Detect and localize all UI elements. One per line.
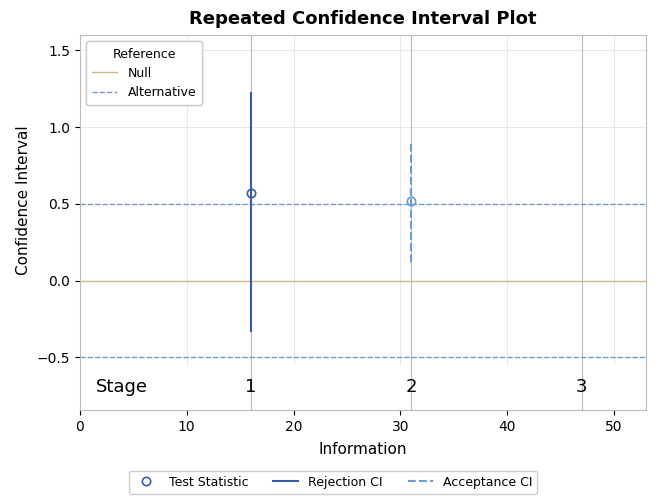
Text: 3: 3 xyxy=(576,378,587,396)
Text: 2: 2 xyxy=(406,378,417,396)
Title: Repeated Confidence Interval Plot: Repeated Confidence Interval Plot xyxy=(189,10,537,28)
Legend: Test Statistic, Rejection CI, Acceptance CI: Test Statistic, Rejection CI, Acceptance… xyxy=(129,471,537,494)
Text: 1: 1 xyxy=(245,378,256,396)
Y-axis label: Confidence Interval: Confidence Interval xyxy=(16,125,31,275)
X-axis label: Information: Information xyxy=(319,442,407,457)
Legend: Null, Alternative: Null, Alternative xyxy=(86,42,202,106)
Text: Stage: Stage xyxy=(96,378,148,396)
